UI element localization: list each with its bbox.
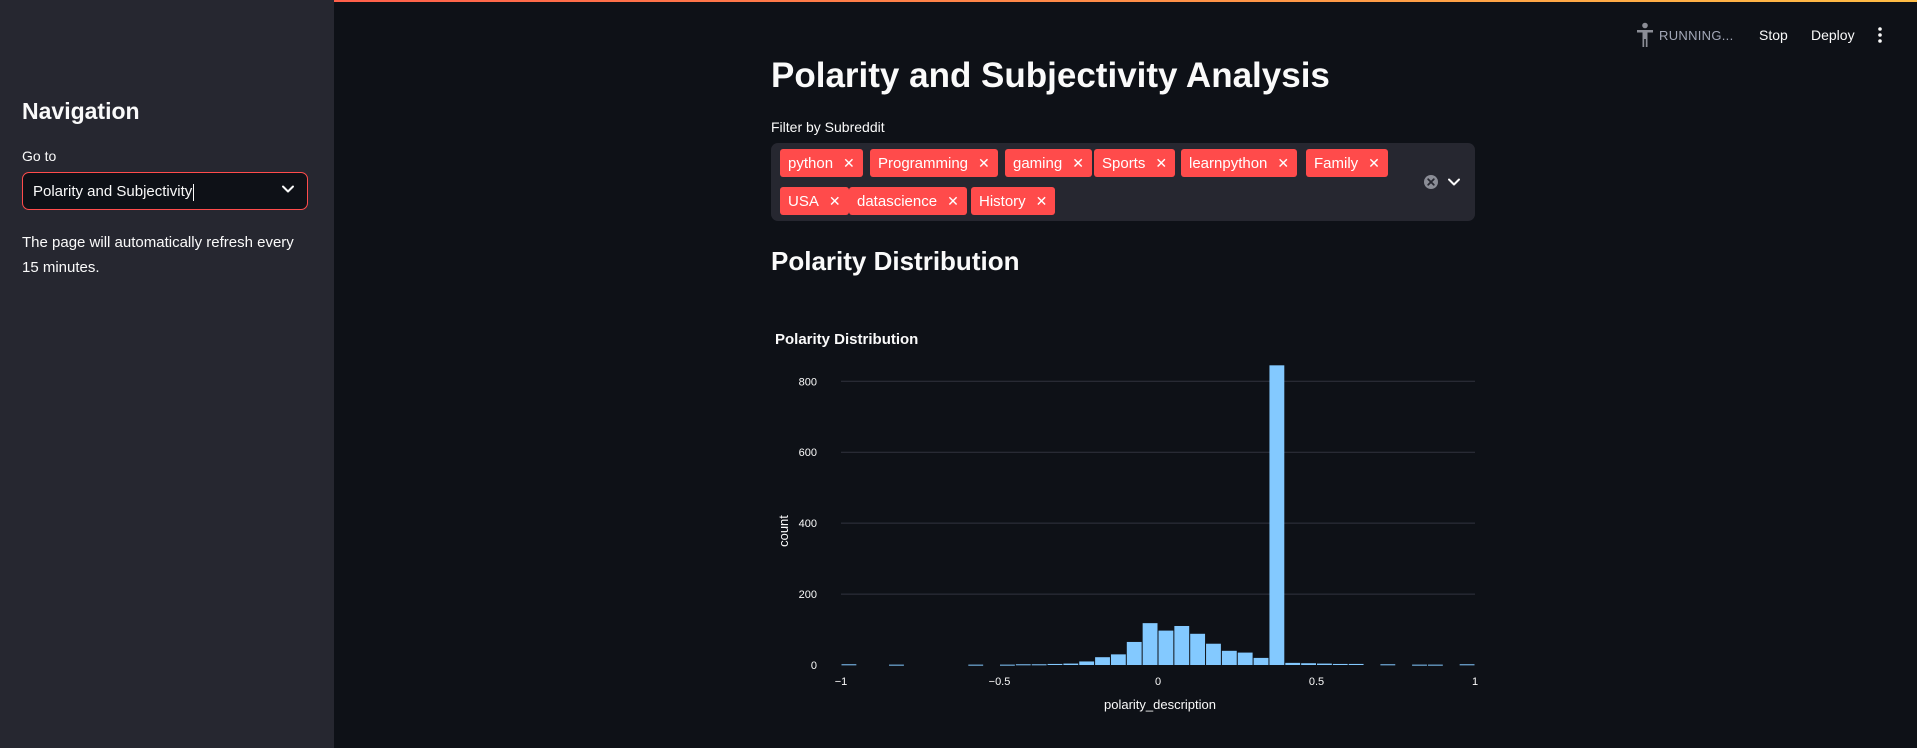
- chip-sports: Sports ✕: [1094, 149, 1176, 177]
- chevron-down-icon[interactable]: [281, 182, 295, 196]
- x-tick-label: 0: [1155, 676, 1161, 688]
- running-status: RUNNING...: [1659, 28, 1734, 43]
- chip-usa: USA ✕: [780, 187, 849, 215]
- histogram-bar: [1269, 365, 1285, 665]
- chevron-down-icon[interactable]: [1447, 175, 1461, 189]
- y-tick-label: 400: [799, 518, 817, 530]
- y-tick-label: 800: [799, 376, 817, 388]
- histogram-bar: [1427, 664, 1443, 666]
- y-tick-label: 200: [799, 589, 817, 601]
- histogram-bar: [1412, 664, 1427, 666]
- running-figure-icon: [1637, 22, 1653, 47]
- more-vertical-icon[interactable]: [1872, 25, 1888, 45]
- chip-label: USA: [788, 193, 819, 210]
- chip-python: python ✕: [780, 149, 863, 177]
- chip-programming: Programming ✕: [870, 149, 998, 177]
- histogram-bar: [1174, 625, 1190, 665]
- histogram-bar: [1000, 664, 1015, 666]
- deploy-button[interactable]: Deploy: [1811, 27, 1855, 43]
- chip-label: datascience: [857, 193, 938, 210]
- chip-datascience: datascience ✕: [849, 187, 967, 215]
- refresh-note: The page will automatically refresh ever…: [22, 234, 294, 276]
- histogram-bar: [1348, 663, 1364, 665]
- histogram-bar: [889, 664, 904, 666]
- axis-ticks: 0 200 400 600 800 −1 −0.5 0 0.5 1: [799, 376, 1478, 688]
- page-select-value: Polarity and Subjectivity: [33, 183, 195, 201]
- y-axis-label: count: [776, 515, 791, 547]
- polarity-histogram: Polarity Distribution 0 200 400 600 800 −1 −0.…: [775, 331, 1478, 712]
- remove-chip-icon[interactable]: ✕: [978, 155, 990, 171]
- remove-chip-icon[interactable]: ✕: [1368, 155, 1380, 171]
- filter-label: Filter by Subreddit: [771, 119, 885, 135]
- histogram-bar: [1317, 663, 1332, 665]
- page-select[interactable]: Polarity and Subjectivity: [22, 172, 308, 210]
- chip-label: learnpython: [1189, 155, 1268, 172]
- chip-learnpython: learnpython ✕: [1181, 149, 1298, 177]
- x-tick-label: 0.5: [1309, 676, 1324, 688]
- histogram-bar: [1047, 663, 1063, 665]
- chip-label: Programming: [878, 155, 969, 172]
- grid-lines: [841, 380, 1475, 595]
- remove-chip-icon[interactable]: ✕: [843, 155, 855, 171]
- subreddit-multiselect[interactable]: python ✕ Programming ✕ gaming ✕ Sports ✕ lea…: [771, 143, 1475, 221]
- histogram-bar: [1190, 633, 1206, 665]
- histogram-bar: [1221, 650, 1237, 665]
- page-title: Polarity and Subjectivity Analysis: [771, 56, 1330, 95]
- histogram-bar: [1301, 663, 1316, 665]
- chip-label: Family: [1314, 155, 1359, 172]
- bar-series: [841, 365, 1475, 666]
- chip-label: gaming: [1013, 155, 1063, 172]
- histogram-bar: [841, 664, 857, 666]
- x-axis-label: polarity_description: [1104, 697, 1216, 712]
- histogram-bar: [1285, 662, 1301, 665]
- histogram-bar: [1031, 664, 1047, 666]
- status-top-bar: [0, 0, 1917, 2]
- histogram-bar: [1332, 663, 1348, 665]
- remove-chip-icon[interactable]: ✕: [1035, 193, 1048, 209]
- chip-family: Family ✕: [1306, 149, 1388, 177]
- histogram-bar: [1126, 641, 1142, 665]
- sidebar-title: Navigation: [22, 98, 140, 124]
- histogram-bar: [1015, 664, 1031, 666]
- clear-all-icon[interactable]: [1423, 174, 1439, 190]
- x-tick-label: −1: [835, 676, 848, 688]
- x-tick-label: −0.5: [989, 676, 1011, 688]
- chip-gaming: gaming ✕: [1005, 149, 1092, 177]
- histogram-bar: [1079, 661, 1095, 665]
- section-title: Polarity Distribution: [771, 246, 1020, 276]
- chip-label: History: [979, 193, 1026, 210]
- histogram-bar: [1142, 623, 1158, 665]
- remove-chip-icon[interactable]: ✕: [1072, 155, 1084, 171]
- text-caret: [193, 183, 195, 201]
- chip-label: Sports: [1102, 155, 1146, 172]
- chip-label: python: [788, 155, 834, 172]
- histogram-bar: [1158, 630, 1174, 665]
- goto-label: Go to: [22, 148, 57, 164]
- sidebar: Navigation Go to Polarity and Subjectivi…: [0, 0, 334, 748]
- histogram-bar: [1095, 657, 1110, 665]
- histogram-bar: [1206, 643, 1221, 665]
- histogram-bar: [968, 664, 984, 666]
- histogram-bar: [1380, 664, 1396, 666]
- y-tick-label: 0: [811, 660, 817, 672]
- stop-button[interactable]: Stop: [1759, 27, 1788, 43]
- chip-history: History ✕: [971, 187, 1056, 215]
- x-tick-label: 1: [1472, 676, 1478, 688]
- histogram-bar: [1459, 664, 1475, 666]
- histogram-bar: [1237, 652, 1253, 665]
- y-tick-label: 600: [799, 447, 817, 459]
- histogram-bar: [1063, 663, 1079, 665]
- remove-chip-icon[interactable]: ✕: [828, 193, 841, 209]
- remove-chip-icon[interactable]: ✕: [947, 193, 959, 209]
- chart-title: Polarity Distribution: [775, 331, 918, 348]
- histogram-bar: [1110, 654, 1126, 665]
- remove-chip-icon[interactable]: ✕: [1277, 155, 1290, 171]
- remove-chip-icon[interactable]: ✕: [1155, 155, 1168, 171]
- histogram-bar: [1253, 657, 1269, 665]
